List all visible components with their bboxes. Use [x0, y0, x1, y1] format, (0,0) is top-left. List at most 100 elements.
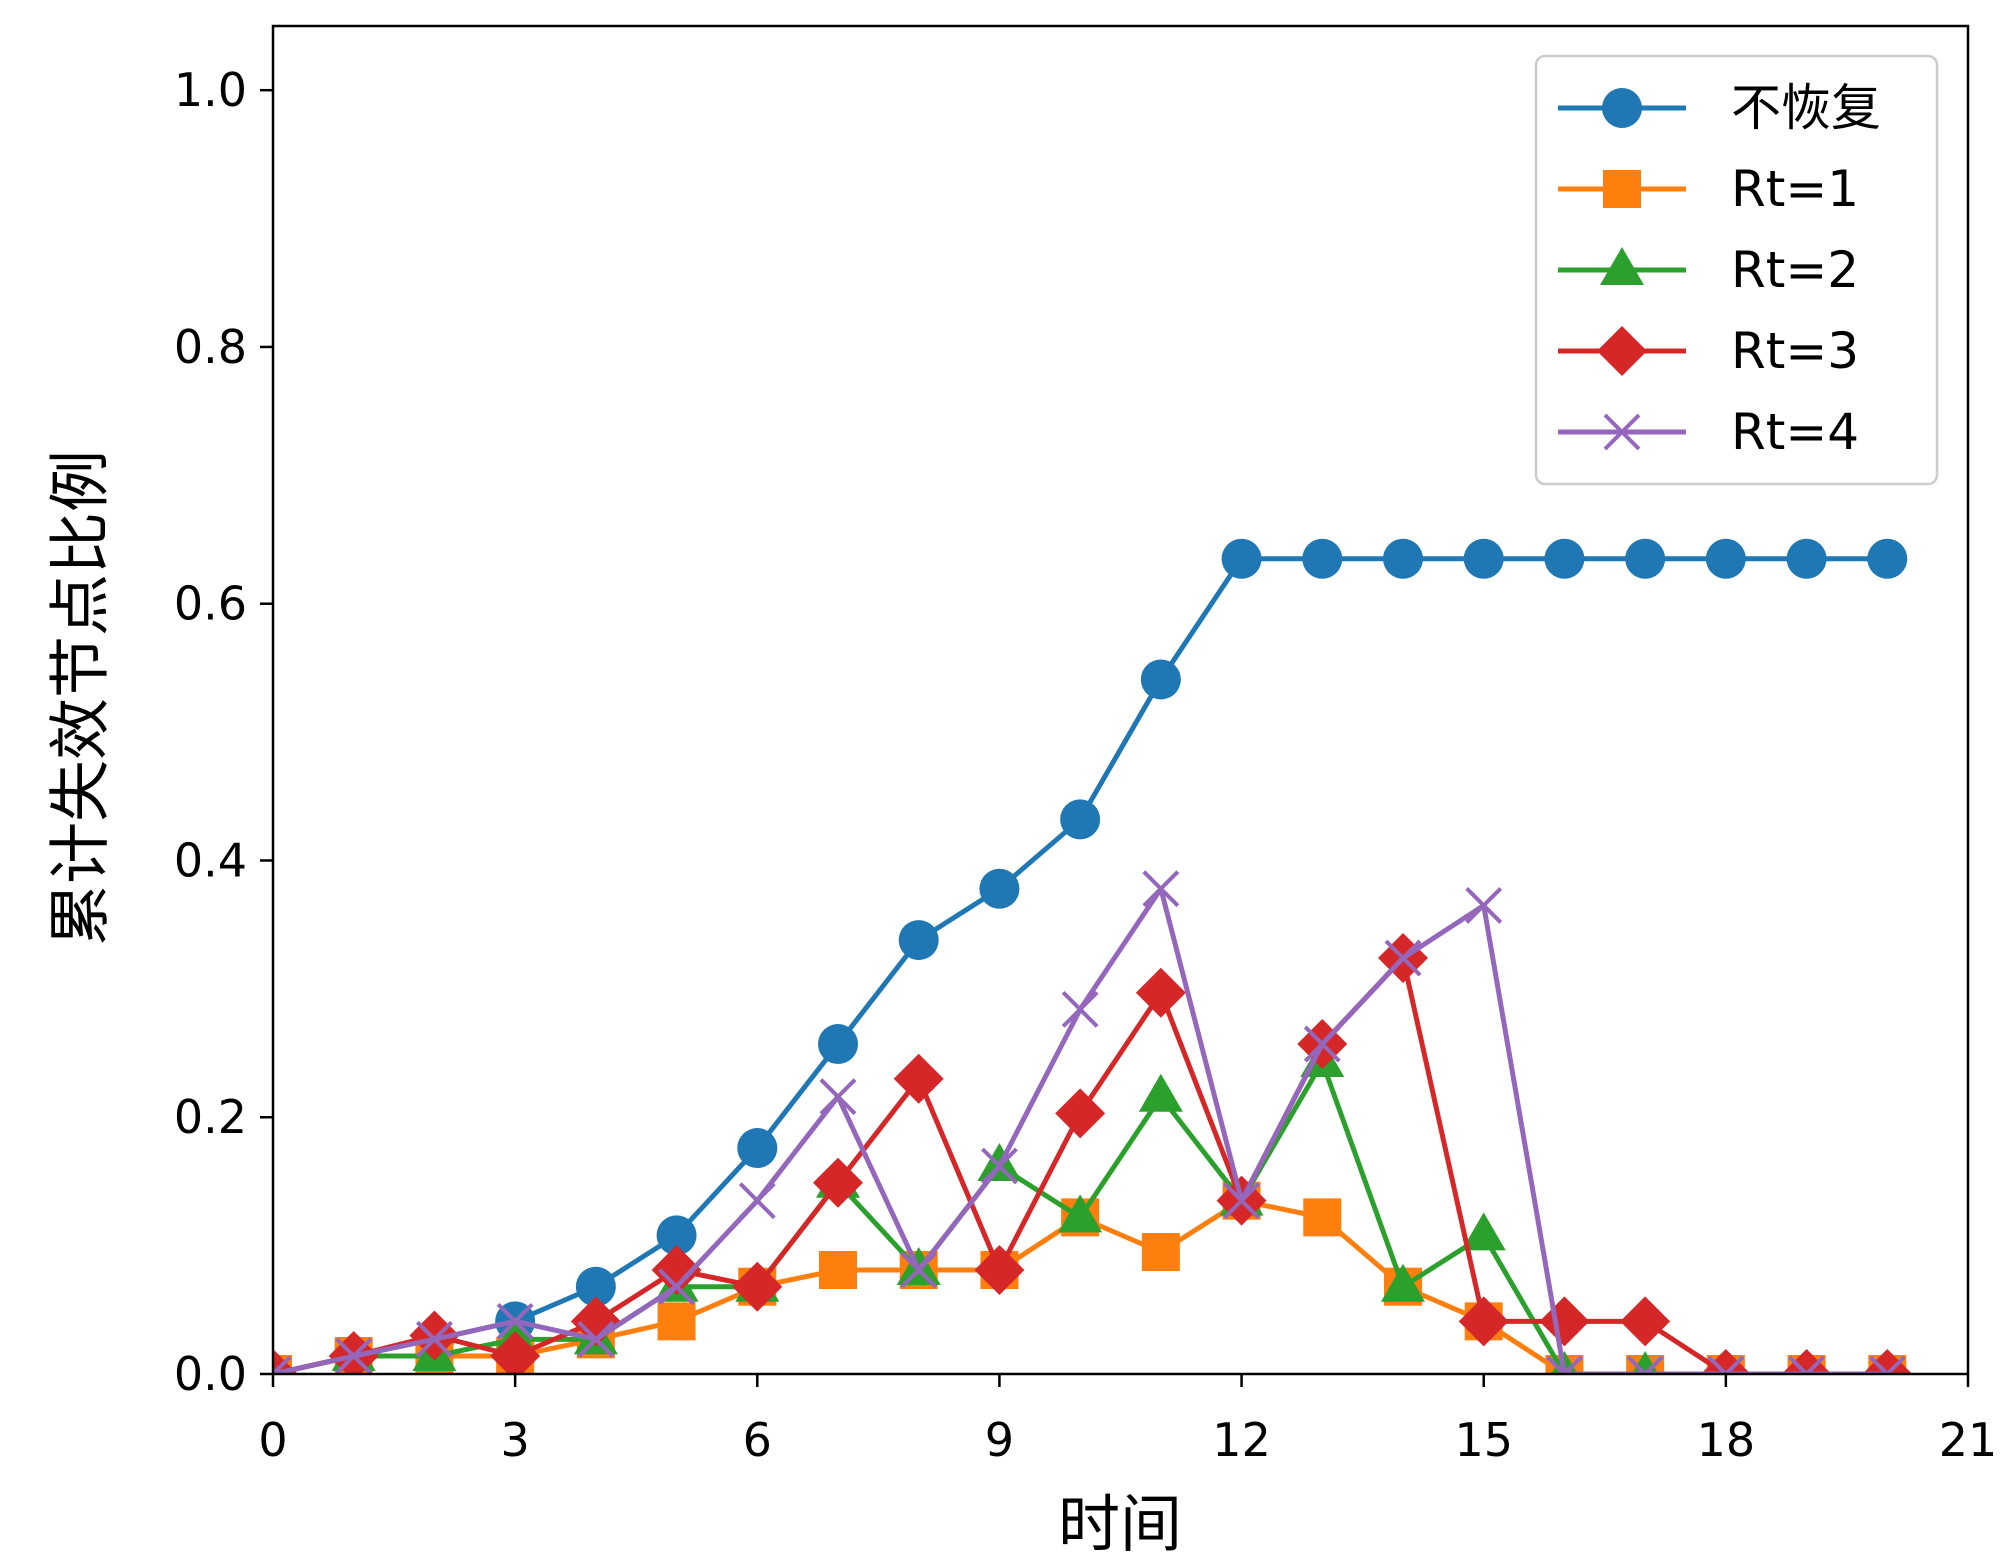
- series-1-data-point: [1303, 1198, 1342, 1237]
- legend-label: Rt=1: [1731, 160, 1859, 218]
- series-0-data-point: [1544, 538, 1585, 579]
- series-4-data-point: [1223, 1182, 1260, 1220]
- series-3-data-point: [1700, 1349, 1751, 1374]
- series-3-data-point: [1055, 1088, 1106, 1139]
- series-3-data-point: [893, 1053, 944, 1104]
- x-tick-label: 3: [501, 1413, 530, 1467]
- legend-marker: [1603, 170, 1641, 208]
- series-4-data-point: [1384, 939, 1422, 977]
- x-axis-label: 时间: [1058, 1488, 1182, 1561]
- series-0-data-point: [1867, 538, 1908, 579]
- series-0-data-point: [1302, 538, 1343, 579]
- series-layer: [273, 538, 1913, 1374]
- series-0-data-point: [1140, 659, 1181, 700]
- series-0-data-point: [737, 1128, 778, 1169]
- x-tick-label: 9: [985, 1413, 1014, 1467]
- series-0-data-point: [979, 868, 1020, 909]
- series-3-data-point: [1862, 1349, 1913, 1374]
- series-2-data-point: [1461, 1212, 1506, 1251]
- series-4-data-point: [738, 1182, 776, 1220]
- series-1-data-point: [819, 1251, 857, 1290]
- series-0-data-point: [1383, 538, 1423, 579]
- series-4-data-point: [1061, 990, 1099, 1028]
- x-tick-label: 12: [1212, 1413, 1271, 1467]
- y-tick-label: 1.0: [174, 63, 247, 117]
- legend-label: 不恢复: [1731, 79, 1881, 137]
- y-tick-label: 0.4: [174, 833, 247, 887]
- legend-label: Rt=2: [1731, 241, 1859, 299]
- series-2-data-point: [1138, 1073, 1183, 1112]
- series-0: [273, 538, 1908, 1374]
- series-4-data-point: [273, 1355, 292, 1374]
- series-4-data-point: [496, 1302, 534, 1340]
- series-4-data-point: [981, 1147, 1018, 1185]
- series-3-data-point: [328, 1331, 379, 1374]
- legend-marker: [1603, 413, 1641, 451]
- x-tick-label: 6: [743, 1413, 772, 1467]
- series-4-data-point: [1546, 1355, 1583, 1374]
- legend-label: Rt=3: [1731, 322, 1859, 380]
- y-tick-label: 0.2: [174, 1090, 247, 1144]
- series-0-data-point: [1060, 799, 1101, 840]
- series-4: [273, 870, 1906, 1374]
- series-4-data-point: [416, 1320, 453, 1358]
- series-3-data-point: [651, 1245, 702, 1296]
- legend-marker: [1597, 326, 1647, 376]
- legend-entry: Rt=2: [1558, 241, 1859, 299]
- series-3-data-point: [1458, 1296, 1509, 1347]
- series-3-data-point: [409, 1310, 460, 1361]
- legend-entry: Rt=1: [1558, 160, 1859, 218]
- series-1-data-point: [1141, 1233, 1180, 1272]
- series-0-data-point: [1625, 538, 1666, 579]
- y-tick-label: 0.0: [174, 1347, 247, 1401]
- y-tick-label: 0.6: [174, 577, 247, 631]
- series-4-data-point: [1142, 870, 1180, 908]
- series-4-data-point: [658, 1268, 695, 1306]
- series-2-data-point: [1058, 1194, 1103, 1233]
- series-4-data-point: [819, 1078, 857, 1116]
- series-4-data-point: [335, 1337, 373, 1374]
- series-1-data-point: [657, 1302, 696, 1341]
- legend-box: [1534, 54, 1939, 486]
- series-4-data-point: [1465, 886, 1503, 924]
- series-4-data-point: [1868, 1355, 1906, 1374]
- series-3-data-point: [1135, 967, 1186, 1018]
- series-0-data-point: [898, 920, 939, 961]
- series-0-data-point: [1221, 538, 1262, 579]
- legend-entry: Rt=3: [1558, 322, 1859, 380]
- series-0-data-point: [656, 1215, 697, 1256]
- y-axis-label: 累计失效节点比例: [44, 450, 117, 946]
- series-3-data-point: [813, 1157, 863, 1208]
- series-3-data-point: [732, 1261, 783, 1312]
- legend-entry: Rt=4: [1558, 403, 1859, 461]
- series-4-data-point: [1303, 1025, 1341, 1063]
- series-4-data-point: [1788, 1355, 1825, 1374]
- series-0-data-point: [818, 1024, 858, 1065]
- x-tick-label: 21: [1939, 1413, 1998, 1467]
- legend-marker: [1602, 88, 1642, 128]
- series-0-data-point: [1705, 538, 1746, 579]
- series-0-data-point: [1463, 538, 1504, 579]
- legend-marker: [1600, 247, 1644, 285]
- axes-layer: 0 3 6 9 12 15 18 21 0.0 0.2 0.4 0.6 0.8 1.0: [174, 24, 1998, 1467]
- series-0-data-point: [1786, 538, 1827, 579]
- legend-entry: 不恢复: [1558, 79, 1881, 137]
- y-tick-label: 0.8: [174, 320, 247, 374]
- legend-label: Rt=4: [1731, 403, 1859, 461]
- series-4-data-point: [1626, 1355, 1664, 1374]
- series-3-data-point: [1620, 1296, 1671, 1347]
- x-tick-label: 0: [258, 1413, 287, 1467]
- series-3-data-point: [1781, 1349, 1832, 1374]
- series-4-data-point: [900, 1251, 938, 1289]
- plot-frame: [271, 24, 1970, 1376]
- x-tick-label: 18: [1697, 1413, 1756, 1467]
- series-3-data-point: [490, 1331, 541, 1374]
- series-4-data-point: [577, 1320, 615, 1358]
- series-2-data-point: [1381, 1263, 1425, 1302]
- series-0-data-point: [575, 1266, 616, 1307]
- legend: 不恢复 Rt=1 Rt=2 Rt=3 Rt=4: [1534, 54, 1939, 486]
- x-tick-label: 15: [1454, 1413, 1513, 1467]
- series-3-data-point: [974, 1245, 1025, 1296]
- series-4-data-point: [1707, 1355, 1745, 1374]
